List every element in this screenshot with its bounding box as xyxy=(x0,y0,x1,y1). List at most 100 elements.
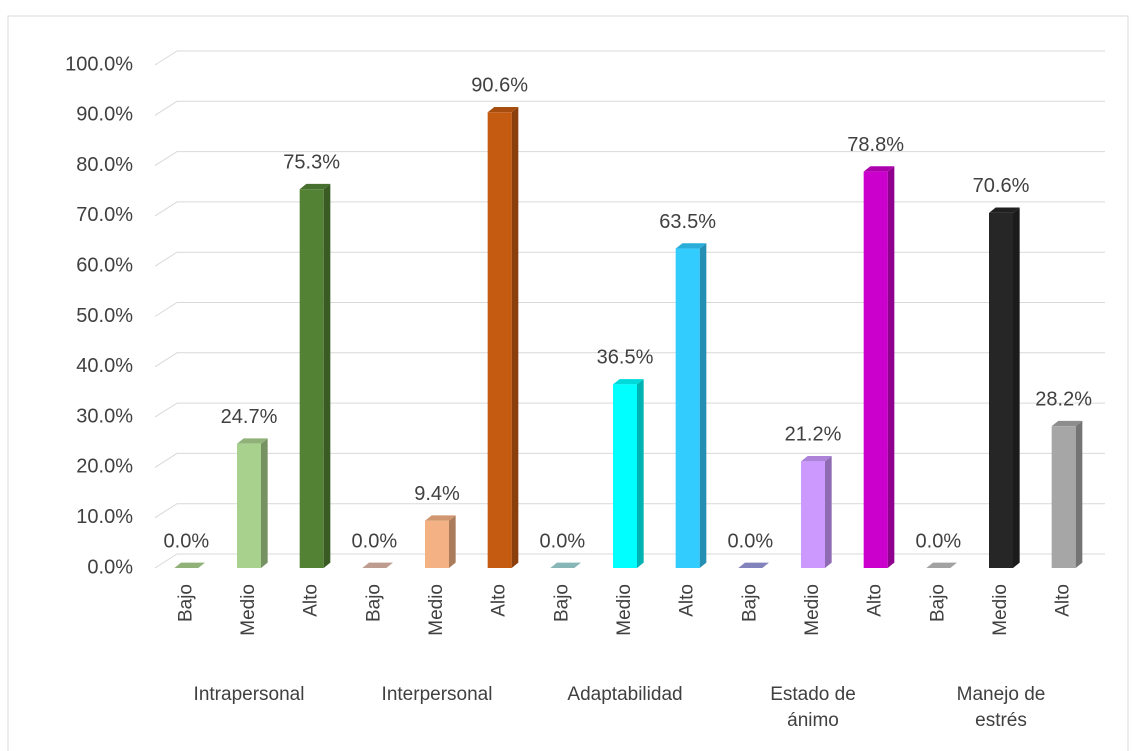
bar-top xyxy=(801,456,832,462)
group-label: Intrapersonal xyxy=(193,684,305,705)
bar xyxy=(550,562,581,568)
x-tick-label: Bajo xyxy=(551,584,572,622)
bar-side xyxy=(825,456,832,568)
bar-side xyxy=(261,438,268,568)
bar-front xyxy=(675,248,700,568)
value-label: 90.6% xyxy=(471,75,528,97)
bar xyxy=(613,379,644,568)
grid-line xyxy=(154,402,1105,418)
bar-side xyxy=(511,106,519,568)
group-label: Estado de ánimo xyxy=(770,684,856,731)
grid-line xyxy=(154,50,1105,66)
grid-line xyxy=(154,151,1105,167)
x-tick-label: Alto xyxy=(1053,584,1074,617)
grid-line xyxy=(154,553,1105,569)
grid-line xyxy=(154,100,1105,116)
grid-line xyxy=(154,503,1105,519)
bar xyxy=(362,562,393,568)
x-tick-label: Bajo xyxy=(363,584,384,622)
bar-front xyxy=(425,520,449,568)
value-label: 0.0% xyxy=(164,530,210,552)
bar-front xyxy=(613,384,637,568)
x-tick-label: Medio xyxy=(614,584,635,636)
bar xyxy=(738,562,769,568)
y-tick-label: 60.0% xyxy=(76,254,133,276)
bar-front xyxy=(487,112,512,569)
y-tick-label: 10.0% xyxy=(76,506,133,528)
group-label: Adaptabilidad xyxy=(567,684,683,705)
grid-line xyxy=(154,352,1105,368)
bar-top xyxy=(237,438,268,444)
bar-front xyxy=(1051,426,1076,568)
bar-front xyxy=(299,189,324,568)
grid-line xyxy=(154,251,1105,267)
value-label: 0.0% xyxy=(540,530,586,552)
y-tick-label: 50.0% xyxy=(76,305,133,327)
y-tick-label: 0.0% xyxy=(87,556,133,578)
frame xyxy=(7,15,1129,751)
bar xyxy=(675,243,707,569)
group-label: Manejo de estrés xyxy=(956,684,1046,731)
x-tick-label: Alto xyxy=(677,584,698,617)
bar xyxy=(926,562,957,568)
x-tick-label: Bajo xyxy=(927,584,948,622)
bar xyxy=(487,106,519,569)
bar xyxy=(425,515,456,568)
x-tick-label: Bajo xyxy=(739,584,760,622)
bar-top xyxy=(738,562,769,568)
y-tick-label: 100.0% xyxy=(65,53,133,75)
bar-top xyxy=(487,106,519,113)
bar-top xyxy=(299,183,331,190)
x-tick-label: Medio xyxy=(238,584,259,636)
bar-side xyxy=(1075,420,1083,568)
bar-top xyxy=(174,562,205,568)
bar xyxy=(237,438,268,568)
bar-top xyxy=(926,562,957,568)
grid-line xyxy=(154,452,1105,468)
y-tick-label: 20.0% xyxy=(76,456,133,478)
value-label: 0.0% xyxy=(352,530,398,552)
bar xyxy=(174,562,205,568)
bar-top xyxy=(362,562,393,568)
x-tick-label: Medio xyxy=(802,584,823,636)
bar-side xyxy=(699,243,707,569)
value-label: 75.3% xyxy=(283,152,340,174)
value-label: 70.6% xyxy=(973,175,1030,197)
x-tick-label: Alto xyxy=(301,584,322,617)
bar xyxy=(1051,420,1083,568)
value-label: 63.5% xyxy=(659,211,716,233)
bar-top xyxy=(675,243,707,249)
x-tick-label: Medio xyxy=(990,584,1011,636)
bar-front xyxy=(801,461,825,568)
bar xyxy=(863,166,895,569)
bar-top xyxy=(425,515,456,521)
y-tick-label: 70.0% xyxy=(76,204,133,226)
value-label: 0.0% xyxy=(728,530,774,552)
bar-front xyxy=(989,212,1013,568)
y-tick-label: 40.0% xyxy=(76,355,133,377)
value-label: 78.8% xyxy=(847,134,904,156)
bar-top xyxy=(863,166,895,172)
bar-top xyxy=(1051,420,1083,427)
bar xyxy=(299,183,331,569)
grid-line xyxy=(154,201,1105,217)
value-label: 9.4% xyxy=(414,483,460,505)
bar-side xyxy=(1013,207,1020,569)
y-tick-label: 80.0% xyxy=(76,154,133,176)
bar-front xyxy=(863,171,888,569)
x-tick-label: Medio xyxy=(426,584,447,636)
bar-side xyxy=(449,515,456,568)
x-tick-label: Bajo xyxy=(175,584,196,622)
y-tick-label: 90.0% xyxy=(76,104,133,126)
bar-side xyxy=(887,166,895,568)
bar xyxy=(801,456,832,568)
bar-side xyxy=(637,379,644,568)
x-tick-label: Alto xyxy=(865,584,886,617)
bar-front xyxy=(237,443,261,568)
x-tick-label: Alto xyxy=(489,584,510,617)
group-label: Interpersonal xyxy=(381,684,493,705)
value-label: 36.5% xyxy=(597,347,654,369)
value-label: 28.2% xyxy=(1035,388,1092,410)
bar xyxy=(989,207,1020,569)
